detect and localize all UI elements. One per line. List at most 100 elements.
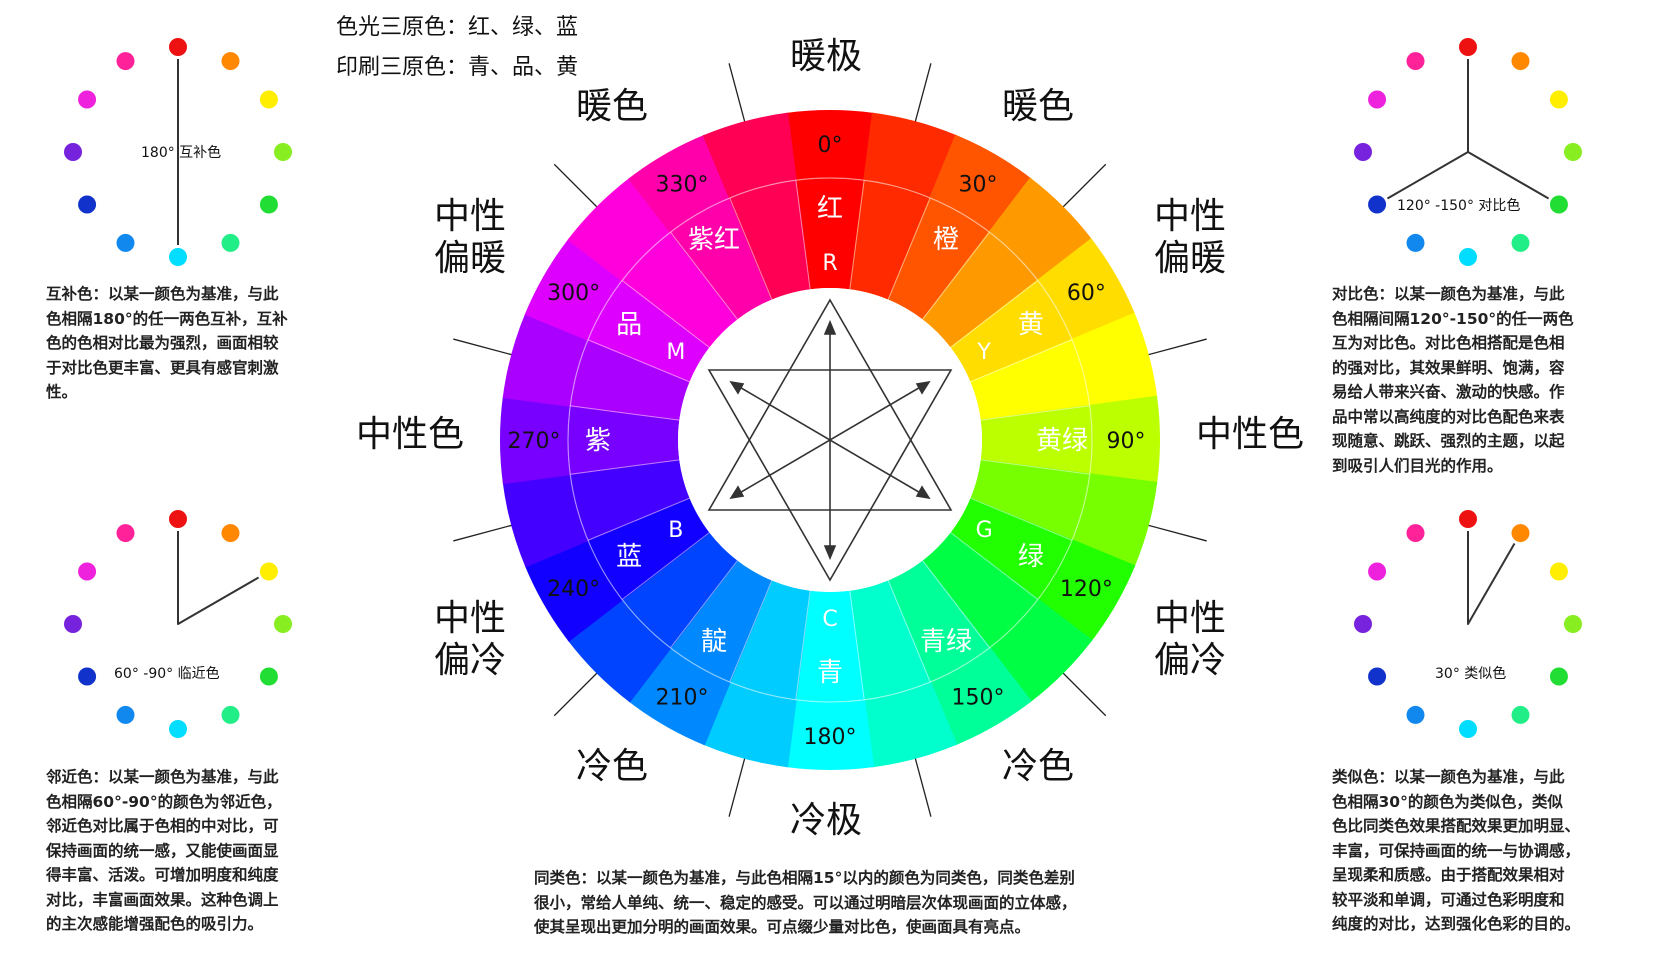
segment-separator — [670, 560, 738, 649]
complementary-description: 互补色：以某一颜色为基准，与此 色相隔180°的任一两色互补，互补 色的色相对比最为… — [46, 282, 346, 405]
mini-color-dot — [274, 615, 292, 633]
inner-hue-segment — [669, 560, 773, 683]
degree-label: 330° — [656, 173, 709, 198]
segment-separator — [849, 590, 865, 700]
hue-name-label: 青 — [817, 658, 843, 688]
inner-hue-segment — [922, 532, 1039, 649]
analogous-description: 类似色：以某一颜色为基准，与此 色相隔30°的颜色为类似色，类似 色比同类色效果搭配… — [1332, 765, 1632, 937]
description-line: 邻近色对比属于色相的中对比，可 — [46, 817, 279, 835]
segment-separator — [887, 197, 931, 300]
mini-color-dot — [64, 143, 82, 161]
description-line: 色相隔间隔120°-150°的任一两色 — [1332, 309, 1574, 328]
mini-center — [1467, 623, 1469, 625]
mini-color-dot — [1459, 720, 1477, 738]
description-line: 呈现柔和质感。由于搭配效果相对 — [1332, 866, 1565, 884]
inner-hue-segment — [980, 404, 1092, 476]
mini-color-dot — [1549, 562, 1568, 581]
inner-hue-segment — [950, 279, 1073, 383]
description-line: 色相隔180°的任一两色互补，互补 — [46, 309, 288, 328]
mini-color-dot — [221, 524, 240, 543]
mini-color-dot — [221, 233, 240, 252]
inner-hue-segment — [849, 180, 932, 300]
description-line: 色比同类色效果搭配效果更加明显、 — [1332, 817, 1581, 835]
mini-color-dot — [259, 667, 278, 686]
contrast-description: 对比色：以某一颜色为基准，与此 色相隔间隔120°-150°的任一两色 互为对比色。… — [1332, 282, 1632, 478]
mini-relation-line — [1467, 151, 1550, 200]
outer-hue-segment — [524, 539, 623, 642]
segment-separator — [950, 532, 1039, 600]
segment-separator — [729, 580, 773, 683]
arrowhead — [729, 380, 745, 395]
arrowhead — [915, 485, 931, 500]
segment-separator — [980, 459, 1090, 475]
outer-hue-segment — [929, 134, 1032, 233]
outer-hue-segment — [785, 109, 875, 181]
mini-color-dot — [1564, 143, 1582, 161]
adjacent-mini-wheel — [64, 510, 292, 738]
mini-center — [177, 623, 179, 625]
inner-hue-segment — [794, 177, 866, 290]
outer-hue-segment — [1089, 395, 1160, 485]
segment-separator — [922, 231, 990, 320]
mini-color-dot — [1511, 705, 1530, 724]
mini-color-dot — [1549, 195, 1568, 214]
arrowhead — [823, 319, 837, 335]
hexagram-star — [707, 298, 953, 582]
description-line: 色的色相对比最为强烈，画面相较 — [46, 334, 279, 352]
segment-separator — [570, 459, 680, 475]
mini-color-dot — [1406, 233, 1425, 252]
analogous-label: 30° 类似色 — [1435, 666, 1507, 682]
degree-label: 90° — [1107, 429, 1146, 454]
complementary-label: 180° 互补色 — [141, 145, 222, 161]
outer-hue-segment — [567, 177, 672, 282]
mini-relation-line — [177, 576, 260, 625]
inner-hue-segment — [970, 459, 1090, 542]
degree-label: 0° — [818, 133, 843, 158]
description-line: 丰富，可保持画面的统一与协调感， — [1332, 841, 1581, 860]
primary-letter-label: Y — [976, 340, 991, 365]
adjacent-label: 60° -90° 临近色 — [114, 666, 220, 682]
inner-hue-segment — [728, 580, 811, 700]
mini-color-dot — [221, 705, 240, 724]
description-line: 得丰富、活泼。可增加明度和纯度 — [46, 866, 279, 884]
inner-hue-segment — [669, 197, 773, 320]
description-line: 对比色：以某一颜色为基准，与此 — [1332, 285, 1565, 303]
description-line: 同类色：以某一颜色为基准，与此色相隔15°以内的颜色为同类色，同类色差别 — [534, 869, 1075, 887]
hue-name-label: 靛 — [701, 627, 727, 657]
warm-left-label: 暖色 — [576, 86, 649, 127]
mini-color-dot — [64, 615, 82, 633]
inner-hue-ring — [567, 177, 1093, 703]
mini-color-dot — [1406, 52, 1425, 71]
description-line: 到吸引人们目光的作用。 — [1332, 456, 1503, 475]
inner-hue-segment — [887, 197, 991, 320]
mini-color-dot — [221, 52, 240, 71]
primary-letter-label: R — [822, 251, 837, 276]
hue-name-label: 蓝 — [616, 542, 642, 572]
segment-separator — [849, 180, 865, 290]
segment-separator — [621, 280, 710, 348]
outer-hue-segment — [499, 395, 571, 485]
segment-separator — [970, 497, 1073, 541]
hue-name-label: 绿 — [1018, 542, 1044, 572]
mini-color-dot — [1354, 615, 1372, 633]
outer-hue-segment — [1037, 539, 1136, 642]
segment-separator — [670, 231, 738, 320]
description-line: 较平淡和单调，可通过色彩明度和 — [1332, 890, 1565, 909]
segment-separator — [587, 339, 690, 383]
degree-label: 60° — [1067, 281, 1106, 306]
primary-letter-label: C — [822, 607, 837, 632]
mini-color-dot — [1368, 562, 1387, 581]
mini-color-dot — [1511, 52, 1530, 71]
mini-color-dot — [169, 510, 187, 528]
star-arrow-diag2 — [730, 381, 930, 499]
description-line: 易给人带来兴奋、激动的快感。作 — [1332, 383, 1565, 401]
description-line: 互补色：以某一颜色为基准，与此 — [46, 285, 279, 303]
description-line: 类似色：以某一颜色为基准，与此 — [1332, 768, 1565, 786]
outer-hue-segment — [863, 112, 958, 199]
outer-hue-segment — [1037, 238, 1136, 341]
mini-color-dot — [1368, 90, 1387, 109]
mini-color-dot — [169, 38, 187, 56]
description-line: 品中常以高纯度的对比色配色来表 — [1332, 407, 1565, 426]
description-line: 使其呈现出更加分明的画面效果。可点缀少量对比色，使画面具有亮点。 — [534, 918, 1031, 936]
